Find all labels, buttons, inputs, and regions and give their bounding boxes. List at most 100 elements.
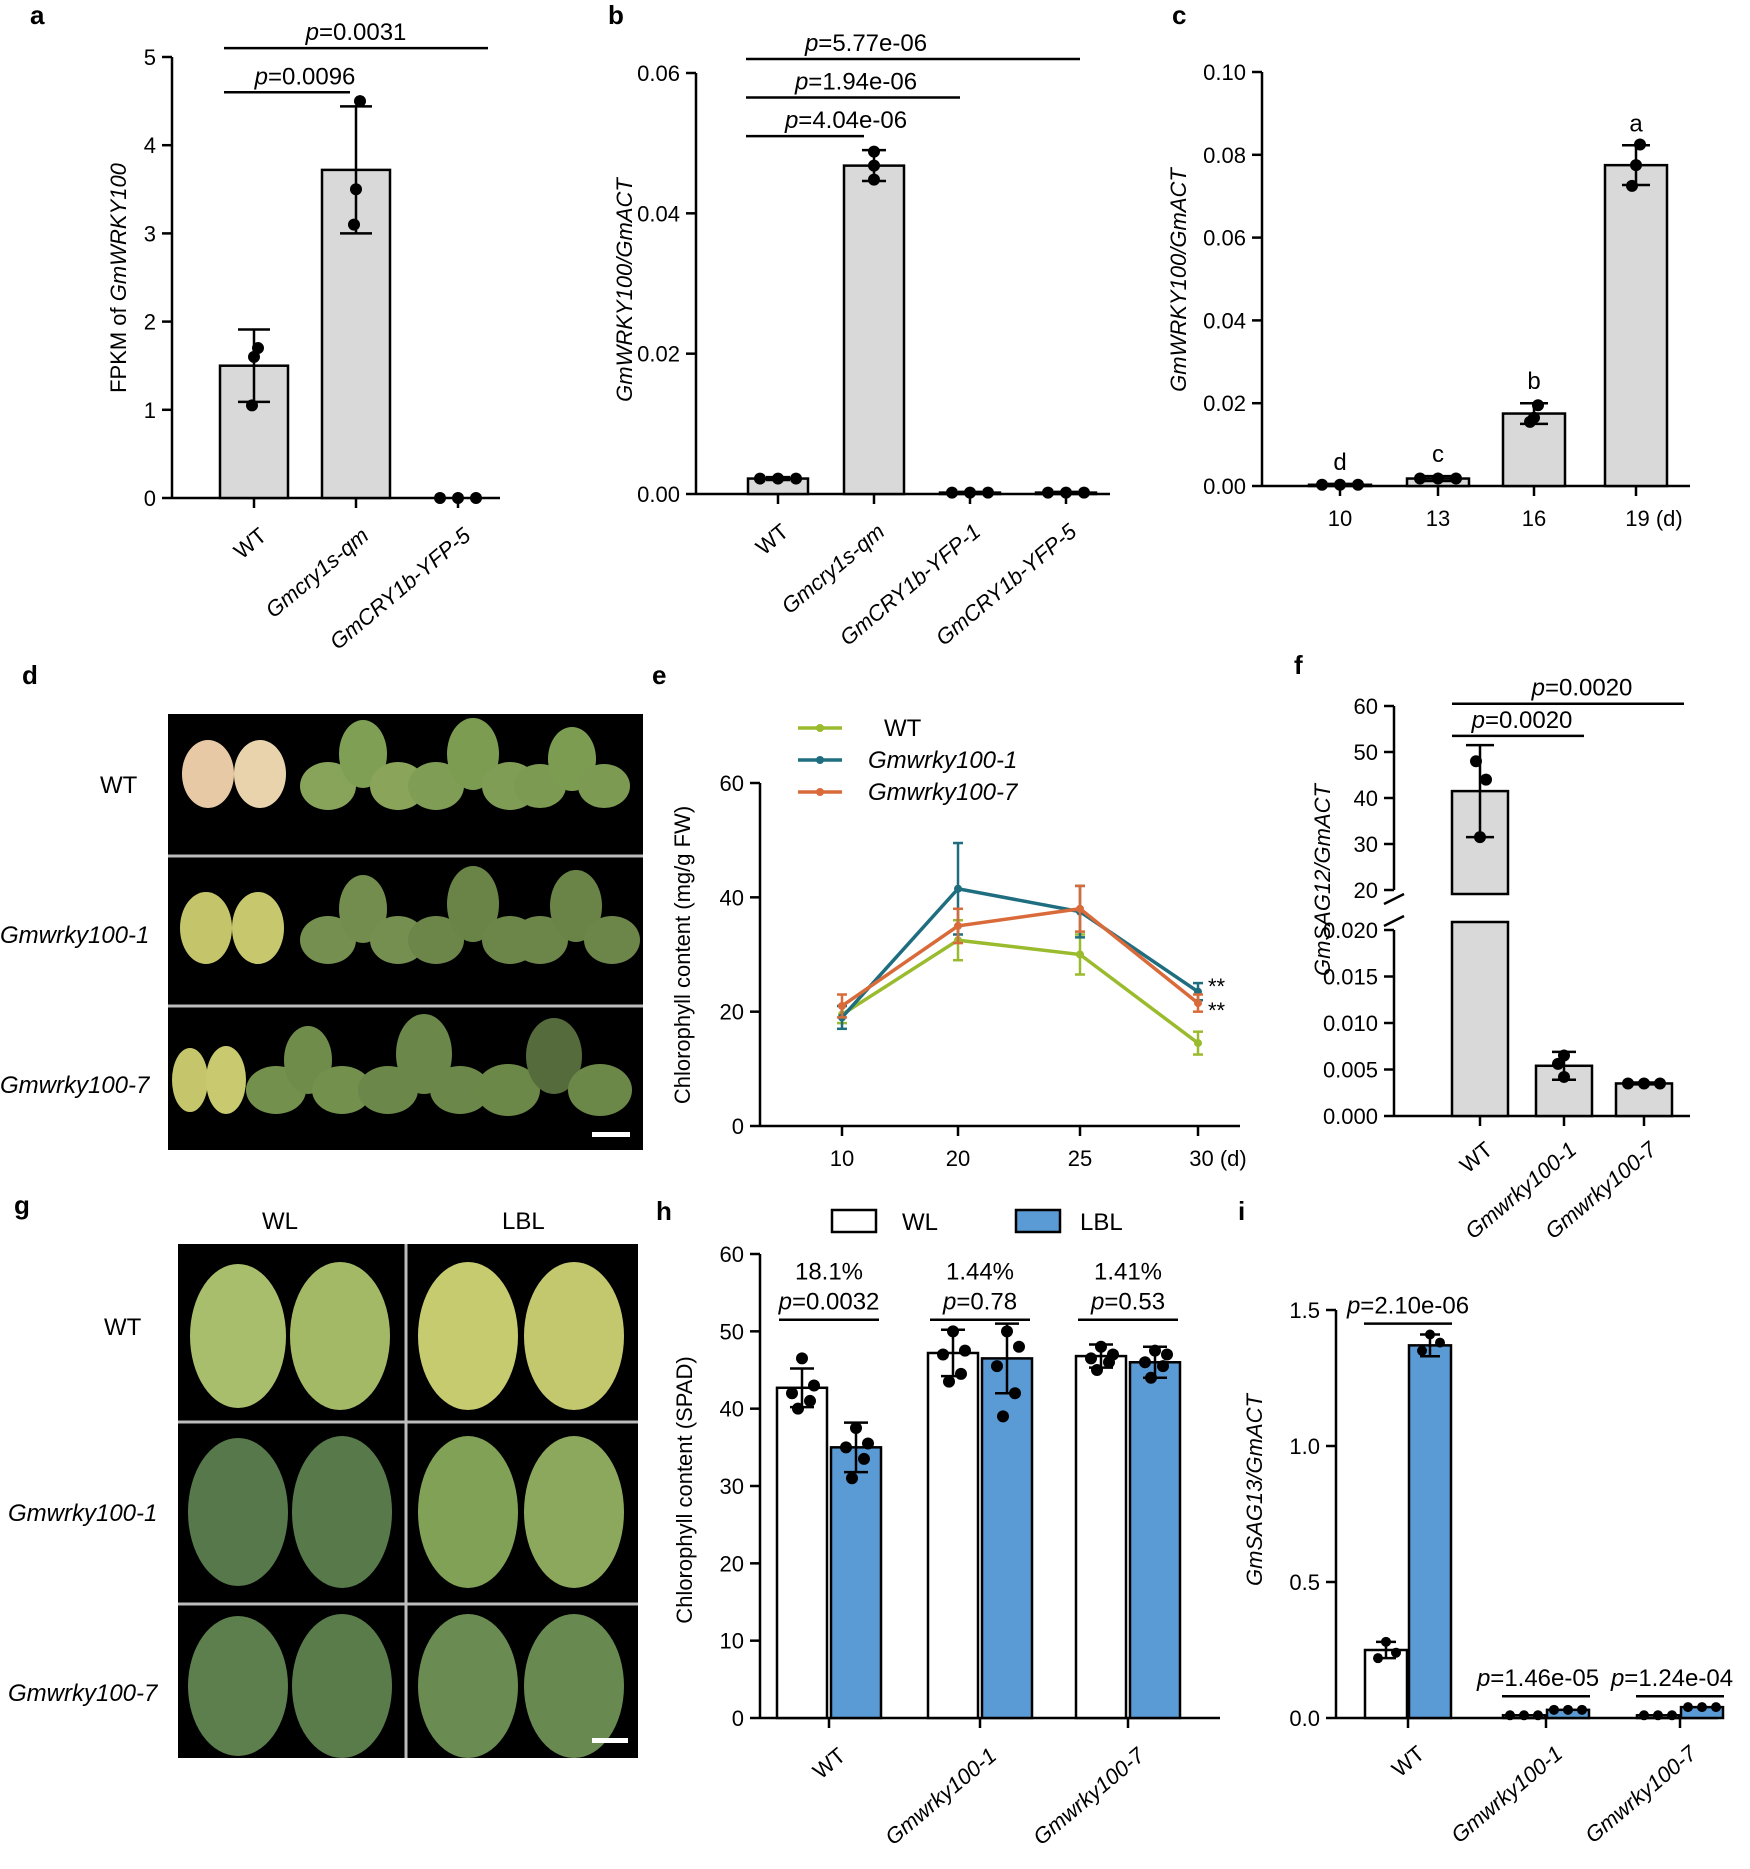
a-point bbox=[434, 492, 446, 504]
c-x-label: 13 bbox=[1426, 506, 1450, 531]
h-point bbox=[1001, 1325, 1013, 1338]
h-point bbox=[846, 1472, 858, 1485]
a-point bbox=[470, 492, 482, 504]
b-point bbox=[964, 486, 976, 499]
h-point bbox=[1103, 1356, 1115, 1369]
a-sig-label-p: p bbox=[254, 63, 268, 90]
i-point bbox=[1519, 1710, 1529, 1721]
leaf-row-mut1-g bbox=[188, 1436, 624, 1588]
b-point bbox=[982, 486, 994, 499]
h-point bbox=[1161, 1348, 1173, 1361]
e-y-tick-label: 60 bbox=[720, 771, 744, 796]
h-sig-label: p=0.78 bbox=[942, 1289, 1017, 1316]
leaf-photo-d bbox=[168, 714, 643, 1150]
panel-letter-e: e bbox=[652, 660, 667, 690]
f-y-tick-label: 20 bbox=[1354, 878, 1378, 903]
f-sig-label: p=0.0020 bbox=[1471, 707, 1573, 734]
panel-letter-h: h bbox=[656, 1196, 672, 1226]
b-sig-label-value: =5.77e-06 bbox=[818, 30, 927, 57]
a-ylabel-part: GmWRKY100 bbox=[106, 162, 131, 301]
i-sig-label: p=1.46e-05 bbox=[1476, 1665, 1599, 1692]
i-point bbox=[1533, 1710, 1543, 1721]
i-point bbox=[1697, 1702, 1707, 1713]
h-point bbox=[991, 1360, 1003, 1373]
h-pct-label: 18.1% bbox=[795, 1259, 863, 1286]
i-point bbox=[1391, 1647, 1401, 1658]
c-y-tick-label: 0.10 bbox=[1203, 60, 1246, 85]
i-ylabel: GmSAG13/GmACT bbox=[1242, 1392, 1267, 1585]
leaf-row-mut7 bbox=[172, 1014, 632, 1116]
h-legend-swatch-lbl bbox=[1014, 1208, 1062, 1234]
a-ylabel-part: FPKM of bbox=[106, 301, 131, 393]
c-point bbox=[1414, 472, 1426, 485]
f-y-tick-label: 30 bbox=[1354, 832, 1378, 857]
c-y-tick-label: 0.08 bbox=[1203, 143, 1246, 168]
h-point bbox=[1009, 1387, 1021, 1400]
a-sig-label: p=0.0031 bbox=[305, 19, 407, 46]
e-x-label: 30 (d) bbox=[1189, 1146, 1246, 1171]
c-point bbox=[1532, 399, 1544, 412]
i-point bbox=[1435, 1337, 1445, 1348]
i-y-tick-label: 0.0 bbox=[1289, 1706, 1320, 1731]
h-point bbox=[1091, 1364, 1103, 1376]
e-legend-marker bbox=[816, 756, 824, 764]
panel-letter-f: f bbox=[1294, 650, 1303, 680]
a-point bbox=[350, 183, 362, 196]
b-point bbox=[1042, 486, 1054, 499]
h-point bbox=[1149, 1344, 1161, 1357]
c-point bbox=[1634, 138, 1646, 151]
c-x-label: 19 (d) bbox=[1625, 506, 1682, 531]
f-sig-label: p=0.0020 bbox=[1531, 675, 1633, 702]
f-y-tick-label: 50 bbox=[1354, 740, 1378, 765]
h-pct-label: 1.44% bbox=[946, 1259, 1014, 1286]
f-axis-break bbox=[1383, 892, 1405, 906]
h-point bbox=[1139, 1356, 1151, 1369]
c-x-label: 10 bbox=[1328, 506, 1352, 531]
b-y-tick-label: 0.04 bbox=[637, 201, 680, 226]
i-bar bbox=[1363, 1648, 1409, 1720]
b-sig-label: p=4.04e-06 bbox=[784, 107, 907, 134]
b-point bbox=[1078, 486, 1090, 499]
b-point bbox=[1060, 486, 1072, 499]
f-x-label: WT bbox=[1455, 1137, 1497, 1178]
e-legend-label: Gmwrky100-1 bbox=[868, 747, 1017, 774]
c-point bbox=[1626, 179, 1638, 192]
c-point bbox=[1352, 478, 1364, 491]
a-ylabel: FPKM of GmWRKY100 bbox=[106, 162, 131, 393]
a-sig-label-p: p bbox=[305, 19, 319, 46]
i-point bbox=[1563, 1704, 1573, 1715]
f-bar-break-gap bbox=[1449, 896, 1511, 920]
h-sig-label-p: p bbox=[778, 1289, 792, 1316]
h-point bbox=[955, 1367, 967, 1380]
e-point bbox=[1076, 950, 1084, 959]
a-y-tick-label: 1 bbox=[144, 398, 156, 423]
i-point bbox=[1683, 1702, 1693, 1713]
h-ylabel: Chlorophyll content (SPAD) bbox=[672, 1356, 697, 1623]
i-point bbox=[1639, 1710, 1649, 1721]
i-sig-label-value: =1.24e-04 bbox=[1624, 1665, 1733, 1692]
e-sig-mark: ** bbox=[1208, 974, 1226, 999]
c-sig-letter: a bbox=[1629, 110, 1643, 137]
e-point bbox=[1194, 999, 1202, 1008]
f-point bbox=[1558, 1070, 1570, 1083]
h-x-label: Gmwrky100-7 bbox=[1028, 1742, 1150, 1850]
b-point bbox=[868, 145, 880, 158]
h-x-label: Gmwrky100-1 bbox=[880, 1743, 1001, 1850]
f-point bbox=[1654, 1077, 1666, 1090]
i-point bbox=[1425, 1329, 1435, 1340]
h-point bbox=[858, 1452, 870, 1465]
b-y-tick-label: 0.00 bbox=[637, 482, 680, 507]
leaf-row-mut1 bbox=[180, 866, 640, 964]
h-bar bbox=[926, 1351, 980, 1720]
e-ylabel: Chlorophyll content (mg/g FW) bbox=[670, 806, 695, 1104]
e-series-line bbox=[841, 938, 1200, 1045]
b-sig-label-value: =4.04e-06 bbox=[798, 107, 907, 134]
h-sig-label-value: =0.0032 bbox=[792, 1289, 879, 1316]
b-y-tick-label: 0.06 bbox=[637, 61, 680, 86]
a-x-label: WT bbox=[229, 523, 271, 564]
i-sig-label-p: p bbox=[1346, 1293, 1360, 1320]
h-y-tick-label: 10 bbox=[720, 1629, 744, 1654]
e-y-tick-label: 0 bbox=[732, 1114, 744, 1139]
f-sig-label-p: p bbox=[1471, 707, 1485, 734]
e-x-label: 10 bbox=[830, 1146, 854, 1171]
